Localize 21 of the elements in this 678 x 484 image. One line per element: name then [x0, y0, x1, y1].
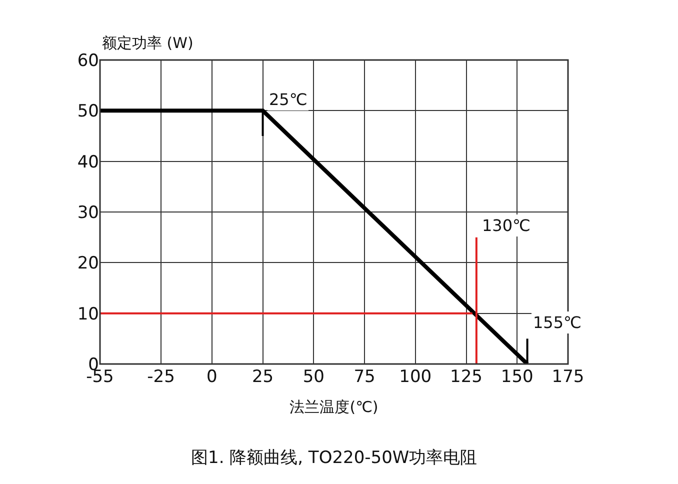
y-tick-label: 60 — [77, 50, 99, 71]
annotation: 130℃ — [482, 216, 531, 235]
y-tick-label: 20 — [77, 254, 99, 274]
x-tick-label: -25 — [147, 367, 175, 387]
x-tick-label: 25 — [252, 367, 274, 387]
y-tick-label: 40 — [77, 152, 99, 172]
y-tick-label: 50 — [77, 102, 99, 122]
x-tick-label: 100 — [399, 367, 432, 387]
x-tick-label: 125 — [450, 367, 482, 387]
x-tick-label: 175 — [552, 367, 584, 387]
x-tick-label: 75 — [354, 367, 376, 387]
y-axis-title: 额定功率 (W) — [102, 34, 194, 52]
y-tick-label: 10 — [77, 304, 99, 324]
x-axis-title: 法兰温度(℃) — [290, 398, 378, 416]
x-tick-label: 0 — [206, 367, 218, 387]
x-tick-label: 50 — [302, 367, 324, 387]
x-tick-label: 150 — [500, 367, 534, 387]
annotation: 25℃ — [269, 90, 308, 109]
y-tick-label: 30 — [77, 202, 99, 223]
text: 图1. 降额曲线, TO220-50W功率电阻 — [191, 448, 478, 468]
annotation: 155℃ — [533, 313, 582, 332]
